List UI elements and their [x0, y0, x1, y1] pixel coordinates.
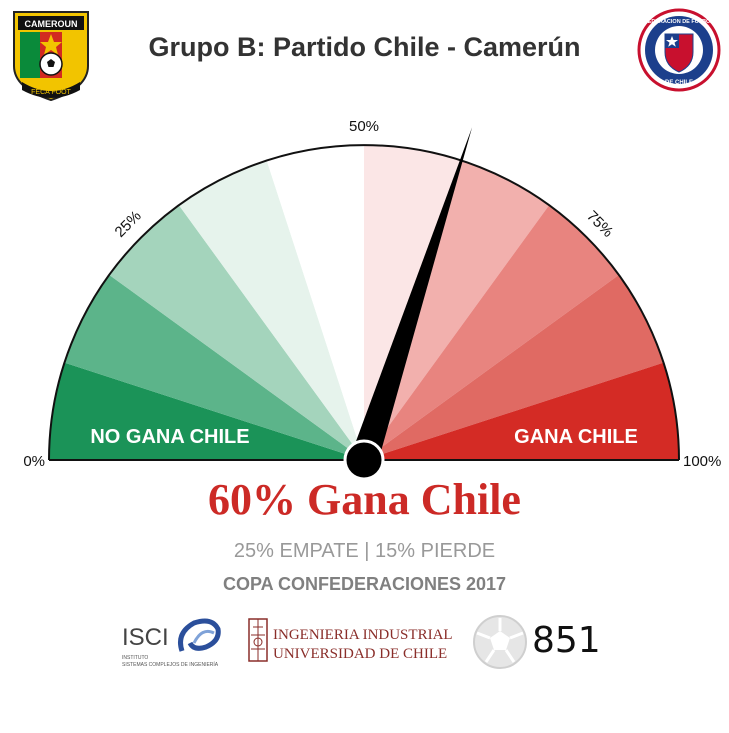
isci-logo: ISCI INSTITUTO SISTEMAS COMPLEJOS DE ING…	[122, 618, 221, 668]
gauge-sector-5	[266, 145, 364, 460]
page-title: Grupo B: Partido Chile - Camerún	[148, 32, 581, 62]
competition-name: COPA CONFEDERACIONES 2017	[222, 574, 507, 594]
gauge-sector-10	[364, 362, 679, 460]
gauge-rim	[48, 144, 680, 461]
cameroon-badge-text: CAMEROUN	[25, 19, 78, 29]
ingenieria-industrial-logo: INGENIERIA INDUSTRIAL UNIVERSIDAD DE CHI…	[248, 618, 453, 662]
tick-label-50: 50%	[349, 118, 379, 135]
soccer-ball-icon	[473, 615, 527, 669]
tick-label-25: 25%	[112, 208, 145, 241]
gauge-sector-8	[364, 205, 619, 460]
cameroon-fecafoot-logo: CAMEROUN FECA FOOT	[13, 11, 89, 102]
ing-line-1: INGENIERIA INDUSTRIAL	[273, 627, 453, 643]
zone-label-left: NO GANA CHILE	[90, 426, 249, 448]
zone-label-right: GANA CHILE	[514, 426, 638, 448]
chile-badge-ring-text: FEDERACION DE FUTBOL	[644, 19, 714, 25]
isci-subline-2: SISTEMAS COMPLEJOS DE INGENIERÍA	[122, 661, 219, 668]
gauge-sector-3	[109, 205, 365, 460]
other-outcomes: 25% EMPATE | 15% PIERDE	[233, 540, 496, 562]
tick-label-100: 100%	[683, 453, 721, 470]
isci-subline-1: INSTITUTO	[122, 655, 148, 661]
gauge-sector-9	[364, 274, 664, 460]
count-number: 851	[532, 620, 601, 661]
cameroon-badge-ribbon: FECA FOOT	[31, 89, 71, 96]
gauge-sector-2	[64, 274, 364, 460]
isci-name: ISCI	[122, 624, 169, 651]
tick-label-0: 0%	[23, 453, 45, 470]
headline-result: 60% Gana Chile	[208, 475, 521, 524]
chile-federation-logo: FEDERACION DE FUTBOL DE CHILE	[637, 8, 721, 92]
ing-line-2: UNIVERSIDAD DE CHILE	[273, 646, 447, 662]
gauge-sector-4	[178, 160, 364, 461]
gauge-sector-7	[364, 160, 550, 461]
win-probability-gauge: 0% 25% 50% 75% 100% NO GANA CHILE GANA CHILE	[23, 118, 721, 480]
gauge-needle	[350, 127, 473, 465]
gauge-sector-1	[49, 362, 364, 460]
project-851-logo: 851	[472, 612, 612, 672]
chile-badge-bottom-text: DE CHILE	[665, 80, 693, 86]
gauge-hub	[343, 439, 385, 480]
tick-label-75: 75%	[583, 208, 616, 241]
